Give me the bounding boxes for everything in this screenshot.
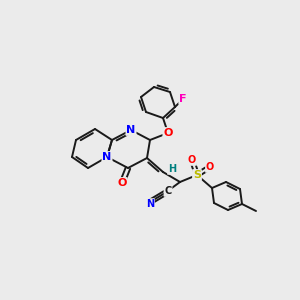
Text: O: O bbox=[188, 155, 196, 165]
Text: N: N bbox=[146, 199, 154, 209]
Text: S: S bbox=[193, 170, 201, 180]
Text: O: O bbox=[163, 128, 173, 138]
Text: O: O bbox=[206, 162, 214, 172]
Text: H: H bbox=[168, 164, 176, 174]
Text: O: O bbox=[117, 178, 127, 188]
Text: N: N bbox=[102, 152, 112, 162]
Text: C: C bbox=[164, 186, 172, 196]
Text: N: N bbox=[126, 125, 136, 135]
Text: F: F bbox=[179, 94, 187, 104]
